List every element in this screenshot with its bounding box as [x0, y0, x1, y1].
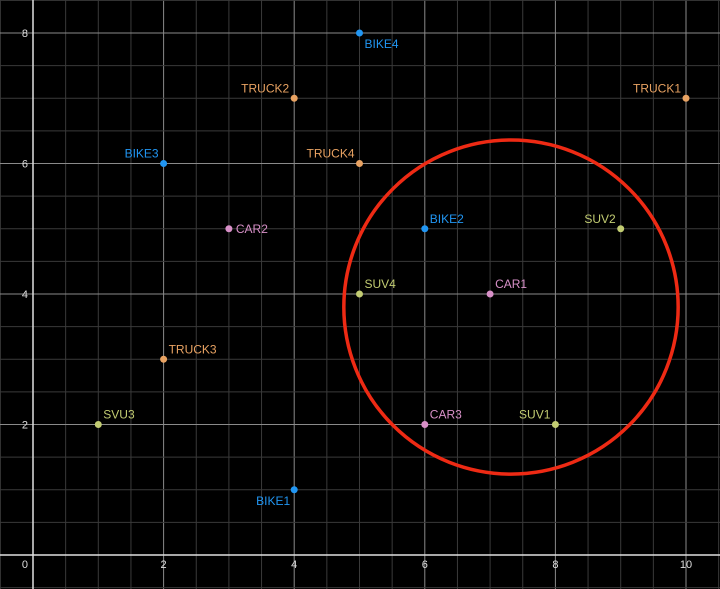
- x-tick-label: 0: [22, 559, 28, 571]
- x-tick-label: 10: [680, 559, 692, 571]
- data-point-suv2[interactable]: SUV2: [584, 212, 625, 233]
- highlight-circle: [342, 138, 680, 476]
- point-label: TRUCK2: [241, 81, 289, 95]
- data-point-svu3[interactable]: SVU3: [94, 408, 135, 429]
- point-marker: [160, 160, 168, 167]
- x-tick-label: 8: [552, 559, 558, 571]
- point-label: BIKE3: [125, 147, 159, 161]
- x-tick-label: 4: [291, 559, 297, 571]
- point-label: TRUCK1: [633, 81, 681, 95]
- data-point-car1[interactable]: CAR1: [486, 277, 528, 298]
- y-tick-label: 8: [22, 28, 28, 40]
- data-point-truck2[interactable]: TRUCK2: [241, 81, 298, 102]
- data-point-suv4[interactable]: SUV4: [356, 277, 396, 298]
- x-tick-label: 2: [161, 559, 167, 571]
- point-marker: [617, 225, 625, 233]
- data-point-truck1[interactable]: TRUCK1: [633, 81, 690, 102]
- point-label: TRUCK4: [306, 147, 354, 161]
- point-marker: [160, 355, 168, 363]
- data-point-truck4[interactable]: TRUCK4: [306, 147, 363, 168]
- point-marker: [356, 290, 363, 298]
- point-label: SVU3: [103, 408, 135, 422]
- point-label: SUV4: [365, 277, 397, 291]
- data-point-bike1[interactable]: BIKE1: [256, 486, 298, 508]
- point-label: BIKE1: [256, 494, 290, 508]
- point-label: TRUCK3: [169, 342, 217, 356]
- data-point-car3[interactable]: CAR3: [421, 408, 462, 429]
- point-marker: [356, 29, 363, 37]
- point-marker: [225, 225, 233, 233]
- point-label: CAR3: [430, 408, 462, 422]
- data-point-car2[interactable]: CAR2: [225, 222, 268, 236]
- point-label: BIKE2: [430, 212, 464, 226]
- point-marker: [551, 421, 559, 428]
- data-point-bike4[interactable]: BIKE4: [356, 29, 399, 52]
- point-label: BIKE4: [365, 37, 399, 51]
- y-tick-label: 4: [22, 289, 28, 301]
- point-label: SUV2: [584, 212, 616, 226]
- data-point-bike3[interactable]: BIKE3: [125, 147, 168, 168]
- data-point-truck3[interactable]: TRUCK3: [160, 342, 217, 363]
- data-point-bike2[interactable]: BIKE2: [421, 212, 464, 233]
- x-tick-label: 6: [422, 559, 428, 571]
- point-marker: [682, 94, 690, 102]
- point-label: SUV1: [519, 408, 551, 422]
- y-tick-label: 2: [22, 420, 28, 432]
- point-marker: [356, 160, 363, 167]
- point-marker: [486, 290, 494, 298]
- point-marker: [421, 225, 429, 233]
- point-marker: [94, 421, 102, 428]
- y-tick-label: 6: [22, 159, 28, 171]
- data-point-suv1[interactable]: SUV1: [519, 408, 559, 429]
- point-marker: [290, 486, 298, 494]
- point-label: CAR2: [236, 222, 268, 236]
- point-label: CAR1: [495, 277, 527, 291]
- point-marker: [421, 421, 429, 428]
- point-marker: [290, 94, 298, 102]
